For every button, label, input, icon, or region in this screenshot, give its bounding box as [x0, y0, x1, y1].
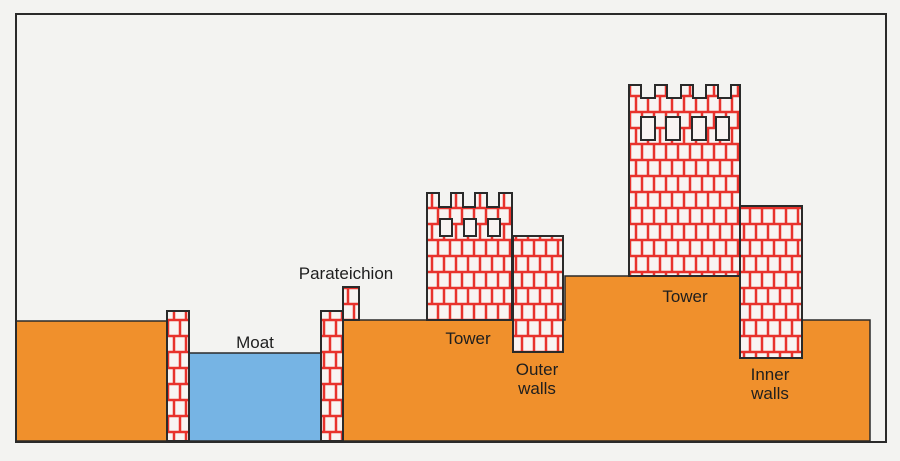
outer-wall: [512, 235, 564, 353]
parateichion-wall: [342, 286, 360, 321]
moat-outer-wall: [166, 310, 190, 442]
outer-tower: [426, 192, 513, 321]
inner-tower-windows: [640, 116, 730, 141]
label-inner-walls-line1: Inner: [751, 365, 790, 384]
label-moat: Moat: [236, 333, 274, 352]
moat-water: [188, 352, 322, 442]
label-outer-walls-line1: Outer: [516, 360, 559, 379]
label-inner-tower: Tower: [662, 287, 708, 306]
label-outer-walls-line2: walls: [517, 379, 556, 398]
label-inner-walls-line2: walls: [750, 384, 789, 403]
inner-wall: [739, 205, 803, 359]
frame-border: [15, 13, 887, 443]
label-outer-tower: Tower: [445, 329, 491, 348]
moat-inner-wall: [320, 310, 344, 442]
label-parateichion: Parateichion: [299, 264, 394, 283]
outer-tower-windows: [439, 218, 501, 237]
inner-tower: [628, 84, 741, 277]
